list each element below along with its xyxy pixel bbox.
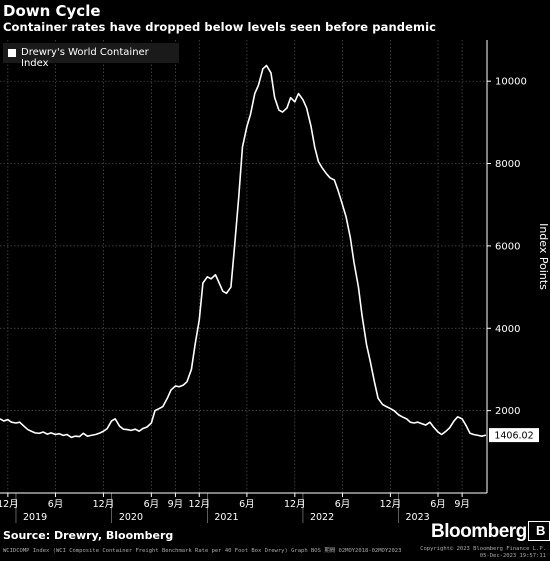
chart-subtitle: Container rates have dropped below level… xyxy=(3,20,437,34)
x-year-label: 2019 xyxy=(23,512,47,523)
x-tick-label: 6月 xyxy=(430,499,446,510)
series-line xyxy=(0,64,487,439)
x-year-label: 2021 xyxy=(214,512,238,523)
x-year-label: 2023 xyxy=(406,512,430,523)
source-note: Source: Drewry, Bloomberg xyxy=(3,529,174,542)
copyright: Copyright© 2023 Bloomberg Finance L.P. 0… xyxy=(420,546,546,559)
y-tick-label: 8000 xyxy=(495,159,520,170)
x-tick-label: 12月 xyxy=(93,499,115,510)
y-tick-label: 6000 xyxy=(495,241,520,252)
x-tick-label: 12月 xyxy=(188,499,210,510)
legend-label: Drewry's World Container Index xyxy=(21,47,149,69)
copyright-line: Copyright© 2023 Bloomberg Finance L.P. xyxy=(420,546,546,552)
y-tick-label: 10000 xyxy=(495,77,527,88)
chart-title: Down Cycle xyxy=(3,2,101,20)
x-tick-label: 6月 xyxy=(48,499,64,510)
x-tick-label: 6月 xyxy=(335,499,351,510)
legend-swatch xyxy=(8,49,16,57)
x-year-label: 2022 xyxy=(310,512,334,523)
last-value-label: 1406.02 xyxy=(494,431,533,442)
x-tick-label: 9月 xyxy=(454,499,470,510)
legend: Drewry's World Container Index xyxy=(3,43,179,69)
y-axis-title: Index Points xyxy=(537,223,550,290)
footnote: WCIDCOMP Index (WCI Composite Container … xyxy=(3,548,402,554)
x-tick-label: 12月 xyxy=(284,499,306,510)
x-tick-label: 12月 xyxy=(380,499,402,510)
last-value-box xyxy=(489,428,539,443)
x-tick-label: 12月 xyxy=(0,499,19,510)
x-tick-label: 6月 xyxy=(144,499,160,510)
x-tick-label: 9月 xyxy=(168,499,184,510)
bloomberg-mark-icon: B xyxy=(528,521,550,541)
y-tick-label: 2000 xyxy=(495,406,520,417)
bloomberg-logo: Bloomberg xyxy=(431,521,527,542)
y-tick-label: 4000 xyxy=(495,324,520,335)
x-year-label: 2020 xyxy=(119,512,143,523)
timestamp: 05-Dec-2023 19:57:11 xyxy=(479,552,546,559)
x-tick-label: 6月 xyxy=(239,499,255,510)
